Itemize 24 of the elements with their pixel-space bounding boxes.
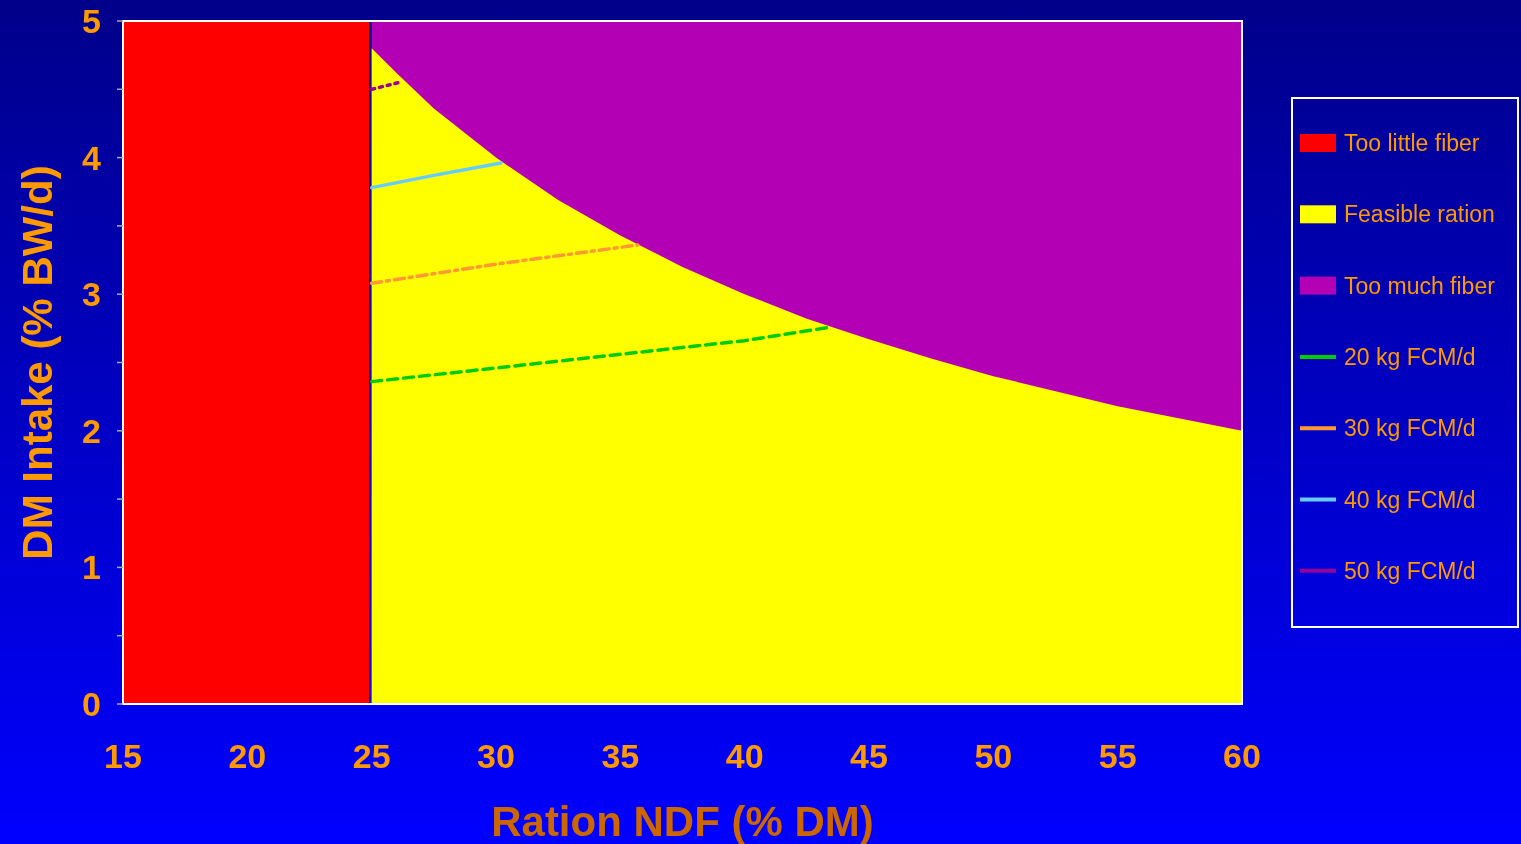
y-tick-label: 0 [82, 684, 101, 723]
y-tick-label: 5 [82, 1, 101, 40]
y-axis-title: DM Intake (% BW/d) [14, 165, 61, 560]
legend-label: Too much fiber [1344, 272, 1496, 299]
x-tick-label: 25 [352, 737, 391, 775]
legend-label: 40 kg FCM/d [1344, 486, 1476, 513]
y-tick-label: 1 [82, 548, 101, 587]
y-tick-label: 2 [82, 411, 101, 450]
legend-label: 20 kg FCM/d [1344, 343, 1476, 370]
x-tick-label: 40 [725, 737, 764, 775]
x-tick-label: 45 [850, 737, 888, 775]
y-tick-label: 4 [82, 138, 102, 177]
x-tick-label: 30 [477, 737, 515, 775]
x-tick-label: 60 [1223, 737, 1261, 775]
x-tick-label: 20 [228, 737, 267, 775]
legend-label: Feasible ration [1344, 201, 1495, 228]
legend-label: 50 kg FCM/d [1344, 557, 1476, 584]
y-tick-label: 3 [82, 275, 101, 314]
x-tick-label: 50 [974, 737, 1013, 775]
legend-label: Too little fiber [1344, 130, 1480, 157]
x-tick-label: 55 [1098, 737, 1137, 775]
x-tick-label: 15 [104, 737, 142, 775]
x-tick-label: 35 [601, 737, 640, 775]
legend-label: 30 kg FCM/d [1344, 415, 1476, 442]
